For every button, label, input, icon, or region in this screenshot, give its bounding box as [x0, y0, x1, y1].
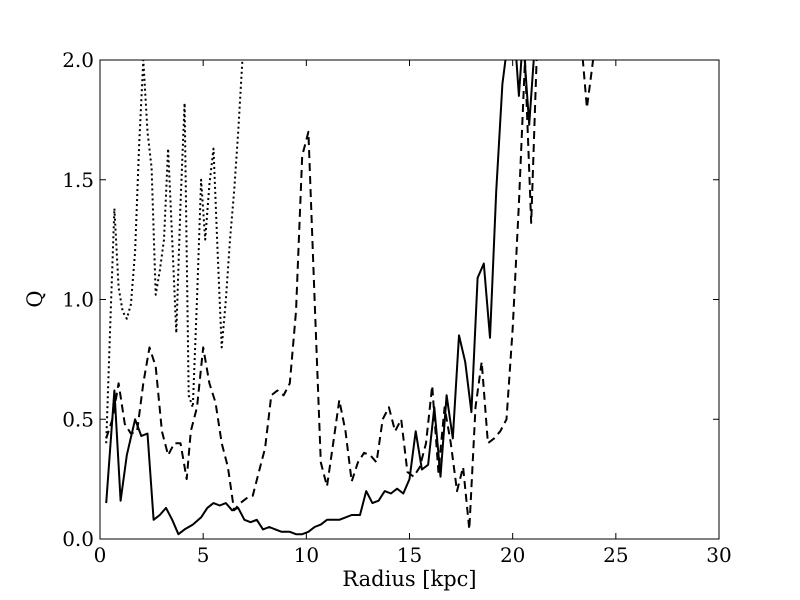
x-axis-label: Radius [kpc]	[342, 567, 476, 591]
y-tick-label: 2.0	[62, 48, 94, 72]
y-tick-label: 0.0	[62, 527, 94, 551]
x-tick-label: 5	[197, 543, 210, 567]
tick-layer: 0 5 10 15 20 25 30 0.0 0.5 1.0 1.5 2.0	[62, 48, 732, 567]
x-tick-label: 30	[706, 543, 731, 567]
y-axis-label: Q	[23, 290, 47, 307]
x-tick-label: 20	[500, 543, 525, 567]
plot-frame	[99, 59, 720, 540]
x-tick-label: 25	[603, 543, 628, 567]
series-line-dotted	[105, 60, 244, 444]
x-tick-label: 0	[94, 543, 107, 567]
x-tick-label: 10	[294, 543, 319, 567]
y-tick-label: 0.5	[62, 407, 94, 431]
y-tick-label: 1.5	[62, 168, 94, 192]
y-tick-label: 1.0	[62, 288, 94, 312]
series-layer	[105, 60, 595, 536]
series-line-solid	[105, 60, 535, 536]
series-line-dashed	[105, 60, 595, 531]
x-tick-label: 15	[397, 543, 422, 567]
